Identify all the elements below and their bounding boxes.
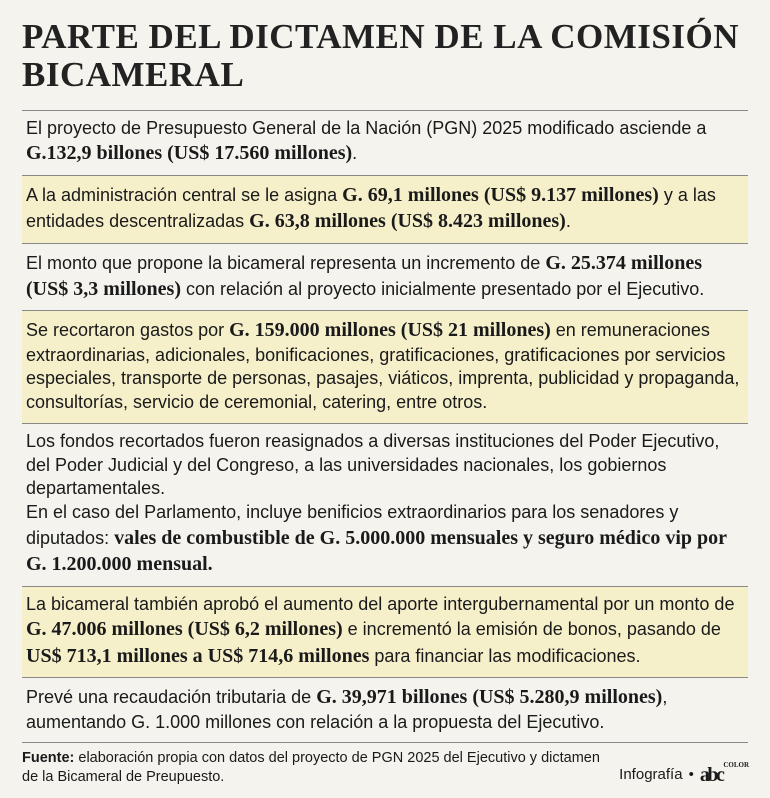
info-row: Se recortaron gastos por G. 159.000 mill… <box>22 310 748 423</box>
rows-container: El proyecto de Presupuesto General de la… <box>22 110 748 744</box>
info-row: El proyecto de Presupuesto General de la… <box>22 110 748 175</box>
source-text: elaboración propia con datos del proyect… <box>22 750 600 784</box>
info-row: Prevé una recaudación tributaria de G. 3… <box>22 677 748 742</box>
credit-logo-text: abc <box>700 764 723 786</box>
credit-logo: abcCOLOR <box>700 764 748 787</box>
source-line: Fuente: elaboración propia con datos del… <box>22 749 619 785</box>
info-row: El monto que propone la bicameral repres… <box>22 243 748 311</box>
info-row: Los fondos recortados fueron reasignados… <box>22 423 748 586</box>
credit: Infografía • abcCOLOR <box>619 763 748 786</box>
page-title: PARTE DEL DICTAMEN DE LA COMISIÓN BICAME… <box>22 18 748 94</box>
credit-bullet: • <box>689 766 694 783</box>
info-row: La bicameral también aprobó el aumento d… <box>22 586 748 678</box>
source-label: Fuente: <box>22 750 74 766</box>
info-row: A la administración central se le asigna… <box>22 175 748 243</box>
credit-logo-tag: COLOR <box>723 761 749 769</box>
footer: Fuente: elaboración propia con datos del… <box>22 743 748 785</box>
credit-label: Infografía <box>619 766 682 783</box>
